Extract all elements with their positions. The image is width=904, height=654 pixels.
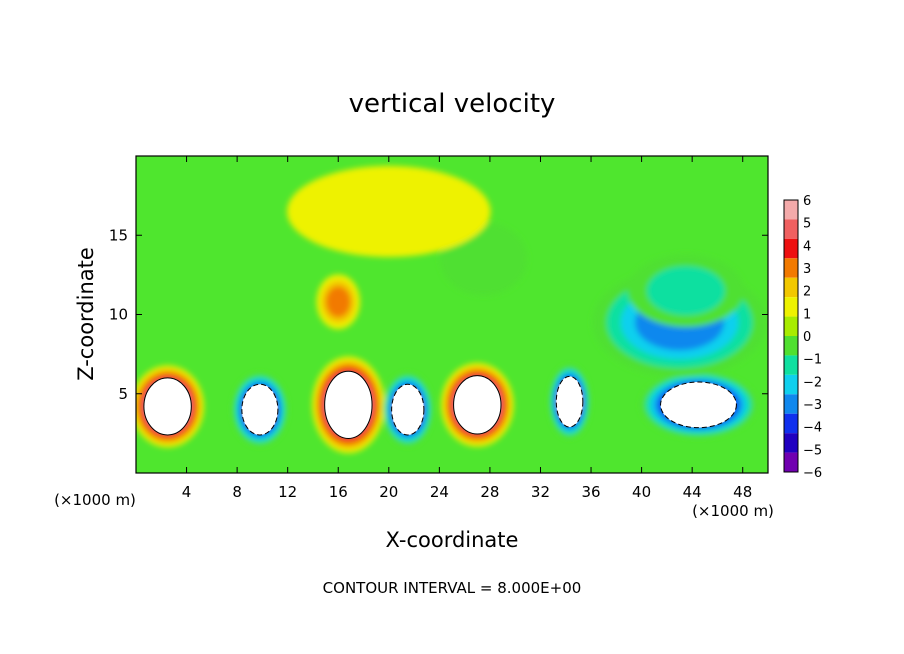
x-tick-label: 32 — [531, 483, 550, 501]
chart-title: vertical velocity — [349, 89, 556, 119]
y-tick-label: 5 — [118, 385, 128, 403]
y-tick-label: 10 — [109, 306, 128, 324]
plot-area — [136, 156, 768, 473]
x-tick-label: 16 — [329, 483, 348, 501]
colorbar-label: −6 — [803, 466, 822, 481]
colorbar-swatch — [784, 452, 798, 472]
x-axis: 4 8 12 16 20 24 28 32 36 40 44 48 — [182, 156, 752, 501]
velocity-cell-11 — [287, 165, 491, 258]
colorbar-label: −2 — [803, 375, 822, 390]
colorbar-swatch — [784, 316, 798, 336]
x-tick-label: 20 — [379, 483, 398, 501]
colorbar-frame — [783, 199, 799, 473]
x-unit-right: (×1000 m) — [692, 502, 774, 520]
colorbar-swatch — [784, 413, 798, 434]
colorbar-swatch — [784, 238, 798, 259]
colorbar-swatch — [784, 336, 798, 356]
velocity-cell-8 — [627, 254, 744, 328]
y-tick-label: 15 — [109, 226, 128, 244]
colorbar-label: 2 — [803, 285, 811, 300]
x-axis-label: X-coordinate — [386, 528, 519, 552]
colorbar-swatch — [784, 355, 798, 375]
velocity-ring — [325, 286, 351, 318]
colorbar-swatch — [784, 297, 798, 317]
x-tick-label: 36 — [581, 483, 600, 501]
x-tick-label: 44 — [683, 483, 702, 501]
colorbar-swatch — [784, 277, 798, 298]
colorbar-swatch — [784, 394, 798, 414]
colorbar-label: 5 — [803, 217, 811, 232]
contour-lines — [143, 370, 737, 439]
colorbar-label: 1 — [803, 307, 811, 322]
colorbar-label: 3 — [803, 262, 811, 277]
colorbar-swatch — [784, 374, 798, 395]
contour-line-5 — [555, 375, 584, 428]
x-tick-label: 48 — [733, 483, 752, 501]
colorbar-label: −5 — [803, 443, 822, 458]
colorbar-label: 0 — [803, 330, 811, 345]
velocity-cell-9 — [316, 274, 361, 330]
colorbar-label: −1 — [803, 353, 822, 368]
x-tick-label: 4 — [182, 483, 192, 501]
colorbar-swatch — [784, 200, 798, 220]
contour-line-2 — [453, 375, 502, 435]
y-axis-label: Z-coordinate — [74, 247, 98, 381]
colorbar-label: −3 — [803, 398, 822, 413]
colorbar-label: 4 — [803, 239, 811, 254]
y-axis: 5 10 15 — [109, 226, 768, 403]
colorbar-swatch — [784, 219, 798, 239]
x-tick-label: 8 — [232, 483, 242, 501]
colorbar-swatch — [784, 433, 798, 453]
velocity-ring — [454, 234, 513, 284]
contour-line-3 — [241, 383, 279, 436]
x-tick-label: 40 — [632, 483, 651, 501]
colorbar-label: −4 — [803, 421, 822, 436]
velocity-ring — [646, 266, 726, 316]
contour-line-4 — [391, 383, 425, 436]
colorbar-label: 6 — [803, 194, 811, 209]
x-tick-label: 28 — [480, 483, 499, 501]
x-tick-label: 12 — [278, 483, 297, 501]
contour-interval-note: CONTOUR INTERVAL = 8.000E+00 — [323, 579, 582, 597]
x-unit-left: (×1000 m) — [54, 491, 136, 509]
contour-line-1 — [324, 370, 373, 439]
contour-line-6 — [660, 381, 737, 429]
velocity-ring — [320, 180, 458, 243]
contour-line-0 — [143, 377, 192, 436]
colorbar-swatch — [784, 258, 798, 278]
colorbar: 6 5 4 3 2 1 0 −1 −2 −3 −4 −5 −6 — [783, 194, 822, 481]
x-tick-label: 24 — [430, 483, 449, 501]
